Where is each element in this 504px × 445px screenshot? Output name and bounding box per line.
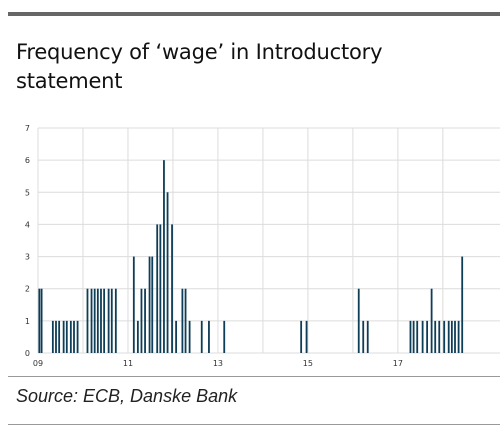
divider-top bbox=[8, 376, 500, 377]
divider-bottom bbox=[8, 424, 500, 425]
y-tick-label: 1 bbox=[25, 317, 30, 326]
y-tick-label: 2 bbox=[25, 285, 30, 294]
bar bbox=[454, 320, 456, 353]
bar bbox=[450, 320, 453, 353]
y-tick-label: 7 bbox=[25, 124, 30, 133]
bar bbox=[69, 320, 72, 353]
bars bbox=[38, 160, 464, 353]
bar bbox=[140, 288, 143, 353]
bar bbox=[357, 288, 360, 353]
bar bbox=[65, 320, 68, 353]
bar bbox=[166, 192, 169, 353]
bar bbox=[426, 320, 429, 353]
bar bbox=[73, 320, 75, 353]
bar bbox=[434, 320, 437, 353]
bar bbox=[86, 288, 89, 353]
bar bbox=[107, 288, 110, 353]
bar bbox=[457, 320, 460, 353]
x-tick-label: 17 bbox=[393, 359, 403, 368]
bar bbox=[366, 320, 369, 353]
bar bbox=[184, 288, 187, 353]
bar bbox=[208, 320, 210, 353]
bar bbox=[40, 288, 43, 353]
bar bbox=[443, 320, 446, 353]
bar bbox=[421, 320, 424, 353]
bar bbox=[148, 256, 151, 353]
bar bbox=[151, 256, 154, 353]
bar bbox=[409, 320, 412, 353]
y-tick-label: 6 bbox=[25, 156, 30, 165]
y-tick-label: 5 bbox=[25, 188, 30, 197]
bar bbox=[144, 288, 146, 353]
grid bbox=[37, 127, 500, 354]
bar bbox=[96, 288, 99, 353]
bar bbox=[62, 320, 65, 353]
y-axis-ticks: 0 1 2 3 4 5 6 7 bbox=[25, 124, 30, 358]
bar bbox=[300, 320, 303, 353]
bar bbox=[416, 320, 419, 353]
bar bbox=[76, 320, 79, 353]
bar bbox=[188, 320, 191, 353]
y-tick-label: 0 bbox=[25, 349, 30, 358]
x-tick-label: 13 bbox=[213, 359, 223, 368]
bar bbox=[362, 320, 365, 353]
chart-plot: 0 1 2 3 4 5 6 7 09 11 13 15 17 bbox=[25, 124, 500, 368]
bar bbox=[58, 320, 61, 353]
bar bbox=[55, 320, 57, 353]
bar bbox=[38, 288, 41, 353]
x-tick-label: 11 bbox=[123, 359, 133, 368]
chart-title: Frequency of ‘wage’ in Introductory stat… bbox=[16, 40, 383, 93]
bar bbox=[159, 224, 162, 353]
bar bbox=[90, 288, 93, 353]
bar bbox=[430, 288, 433, 353]
x-tick-label: 09 bbox=[33, 359, 43, 368]
bar bbox=[200, 320, 203, 353]
y-tick-label: 3 bbox=[25, 253, 30, 262]
x-axis-ticks: 09 11 13 15 17 bbox=[33, 359, 403, 368]
bar bbox=[100, 288, 102, 353]
bar bbox=[412, 320, 415, 353]
bar bbox=[223, 320, 226, 353]
bar bbox=[132, 256, 135, 353]
bar bbox=[156, 224, 159, 353]
bar bbox=[171, 224, 173, 353]
bar bbox=[175, 320, 178, 353]
bar bbox=[51, 320, 54, 353]
bar bbox=[438, 320, 441, 353]
bar bbox=[447, 320, 450, 353]
x-tick-label: 15 bbox=[303, 359, 313, 368]
bar bbox=[181, 288, 184, 353]
y-tick-label: 4 bbox=[25, 220, 30, 229]
bar bbox=[93, 288, 96, 353]
bar bbox=[305, 320, 308, 353]
bar bbox=[114, 288, 117, 353]
bar bbox=[163, 160, 165, 353]
bar bbox=[136, 320, 139, 353]
top-rule bbox=[8, 12, 500, 16]
source-note: Source: ECB, Danske Bank bbox=[16, 386, 238, 406]
bar bbox=[110, 288, 113, 353]
bar bbox=[103, 288, 106, 353]
bar bbox=[461, 256, 464, 353]
